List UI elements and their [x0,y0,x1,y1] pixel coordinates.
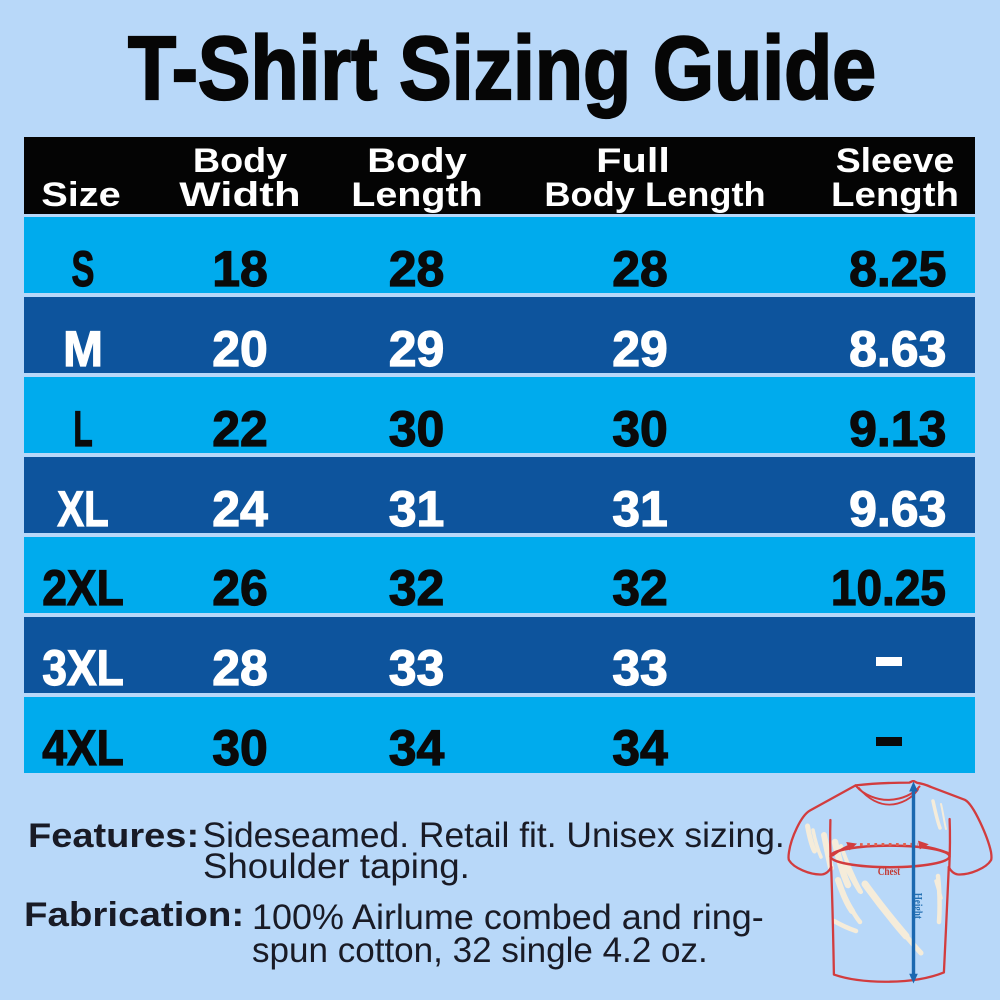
svg-text:Chest: Chest [878,866,901,878]
svg-text:Height: Height [912,893,924,919]
